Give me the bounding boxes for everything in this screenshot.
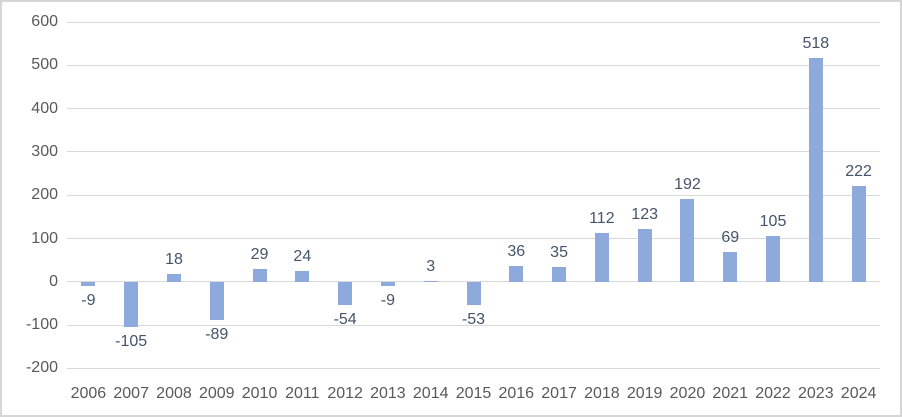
bar-value-label: 105 [759, 213, 787, 231]
x-axis-tick-label: 2009 [198, 385, 235, 402]
bar-value-label: -105 [115, 333, 148, 351]
bar-value-label: -9 [81, 291, 96, 309]
bar [252, 269, 267, 282]
x-axis-tick-label: 2018 [584, 385, 620, 402]
x-axis-tick-label: 2021 [712, 385, 749, 402]
x-axis-tick-label: 2019 [626, 385, 663, 402]
gridline [67, 324, 880, 326]
gridline [67, 21, 880, 23]
bar [423, 280, 438, 282]
x-axis-tick-label: 2024 [840, 385, 877, 402]
bar [380, 281, 395, 286]
x-axis-tick-label: 2022 [755, 385, 791, 402]
bar-value-label: -9 [380, 291, 396, 309]
x-axis-tick-label: 2017 [541, 385, 577, 402]
bar-value-label: -89 [205, 326, 229, 344]
x-axis-tick-label: 2020 [669, 385, 706, 402]
y-axis-tick-label: 200 [31, 186, 58, 204]
bar [680, 198, 695, 282]
bar [766, 236, 781, 282]
x-axis-tick-label: 2016 [498, 385, 535, 402]
x-axis-tick-label: 2011 [285, 385, 320, 402]
bar-value-label: 18 [165, 251, 183, 268]
bar-value-label: 518 [802, 34, 830, 52]
bar-value-label: 69 [721, 228, 740, 246]
bar-value-label: 3 [426, 257, 436, 275]
bar [466, 281, 481, 305]
bar [594, 233, 609, 282]
y-axis-tick-label: 600 [31, 13, 58, 30]
y-axis-tick-label: 400 [31, 99, 58, 117]
y-axis-tick-label: 300 [31, 142, 58, 160]
bar-value-label: 123 [631, 205, 658, 223]
bar-value-label: -54 [333, 311, 357, 329]
x-axis-tick-label: 2010 [241, 385, 278, 402]
bar [338, 281, 353, 306]
bar [124, 281, 139, 328]
x-axis-tick-label: 2006 [70, 385, 107, 402]
bar [209, 281, 224, 321]
gridline [67, 238, 880, 239]
gridline [67, 194, 880, 196]
bar [509, 266, 524, 282]
gridline [67, 151, 880, 153]
bar-value-label: 29 [250, 246, 269, 264]
gridline [67, 64, 880, 66]
x-axis-tick-label: 2015 [455, 385, 492, 402]
bar [552, 266, 567, 282]
gridline [67, 367, 880, 369]
bar [851, 185, 866, 282]
y-axis-tick-label: -100 [25, 316, 58, 334]
x-axis-tick-label: 2007 [113, 385, 149, 402]
x-axis-tick-label: 2023 [798, 385, 834, 402]
bar [295, 271, 310, 282]
x-axis-tick-label: 2014 [412, 385, 449, 402]
x-axis-tick-label: 2008 [156, 385, 192, 402]
x-axis-tick-label: 2012 [327, 385, 363, 402]
bar [81, 281, 96, 286]
bar [808, 57, 823, 282]
bar-value-label: 192 [674, 175, 701, 193]
y-axis-tick-label: -200 [25, 359, 58, 377]
bar-value-label: 112 [589, 210, 615, 228]
y-axis-tick-label: 100 [31, 229, 58, 247]
bar-value-label: -53 [461, 310, 486, 328]
bar-value-label: 222 [845, 162, 872, 180]
bar [637, 228, 652, 282]
bar [723, 251, 738, 282]
bar [166, 274, 181, 282]
gridline [67, 108, 880, 110]
x-axis-tick-label: 2013 [370, 385, 406, 402]
bar-value-label: 35 [550, 243, 568, 261]
y-axis-tick-label: 0 [49, 272, 58, 290]
bar-value-label: 24 [293, 248, 312, 266]
y-axis-tick-label: 500 [31, 56, 58, 74]
bar-value-label: 36 [507, 243, 526, 261]
